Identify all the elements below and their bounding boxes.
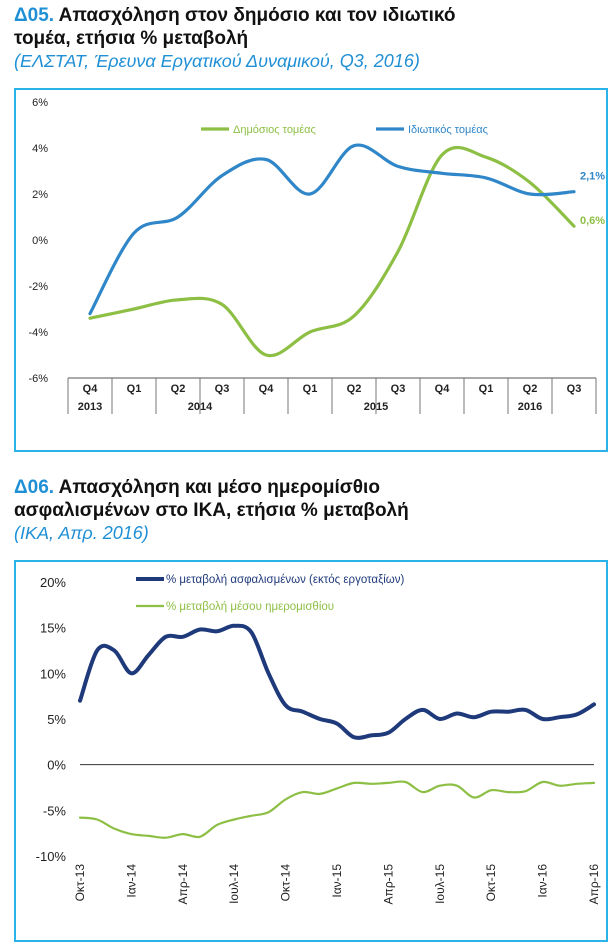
series-line-wage xyxy=(78,780,596,839)
d06-chart: 20% 15% 10% 5% 0% -5% -10% Οκτ-13 Ιαν-14 Απρ-14 Ιο… xyxy=(36,574,601,905)
x-tick-label: Οκτ-14 xyxy=(279,864,293,902)
end-label-private: 2,1% xyxy=(580,171,605,183)
d06-source: (ΙΚΑ, Απρ. 2016) xyxy=(14,523,149,543)
legend-insured-label: % μεταβολή ασφαλισμένων (εκτός εργοταξίω… xyxy=(166,574,405,586)
d06-title-line2: ασφαλισμένων στο ΙΚΑ, ετήσια % μεταβολή xyxy=(14,500,409,521)
d06-title: Δ06. Απασχόληση και μέσο ημερομίσθιο ασφ… xyxy=(14,476,604,522)
series-line-insured xyxy=(78,623,596,740)
y-tick-label: -5% xyxy=(43,803,67,818)
x-tick-label: Q4 xyxy=(435,383,451,395)
legend-wage-label: % μεταβολή μέσου ημερομισθίου xyxy=(166,601,334,613)
y-tick-label: 0% xyxy=(47,758,66,773)
y-tick-label: 4% xyxy=(32,143,48,155)
y-tick-label: 2% xyxy=(32,189,48,201)
x-tick-label: Q2 xyxy=(171,383,186,395)
d06-title-line1: Απασχόληση και μέσο ημερομίσθιο xyxy=(58,477,380,498)
x-tick-label: Απρ-14 xyxy=(176,864,190,905)
x-tick-label: Q4 xyxy=(83,383,99,395)
y-tick-label: 6% xyxy=(32,97,48,109)
d05-title-line2: τομέα, ετήσια % μεταβολή xyxy=(14,28,249,49)
series-line-public xyxy=(88,145,576,358)
d05-header: Δ05. Απασχόληση στον δημόσιο και τον ιδι… xyxy=(14,4,604,72)
x-tick-label: Ιαν-14 xyxy=(124,864,138,898)
x-tick-label: Ιουλ-15 xyxy=(433,864,447,904)
d05-title: Δ05. Απασχόληση στον δημόσιο και τον ιδι… xyxy=(14,4,604,50)
y-tick-label: -2% xyxy=(28,281,48,293)
end-label-public: 0,6% xyxy=(580,215,605,227)
x-tick-label: Q2 xyxy=(523,383,538,395)
x-tick-label: Ιουλ-14 xyxy=(227,864,241,904)
x-tick-label: Q1 xyxy=(303,383,318,395)
series-line-private xyxy=(88,143,576,316)
x-tick-label: Q3 xyxy=(391,383,406,395)
y-tick-label: 5% xyxy=(47,712,66,727)
x-tick-label: Q2 xyxy=(347,383,362,395)
x-tick-label: Απρ-16 xyxy=(587,864,601,905)
x-tick-label: Q1 xyxy=(127,383,142,395)
x-tick-label: Q3 xyxy=(567,383,582,395)
y-tick-label: -6% xyxy=(28,373,48,385)
x-tick-label: Οκτ-15 xyxy=(484,864,498,902)
d05-source: (ΕΛΣΤΑΤ, Έρευνα Εργατικού Δυναμικού, Q3,… xyxy=(14,51,420,71)
d05-code: Δ05. xyxy=(14,5,55,26)
y-tick-label: 20% xyxy=(40,575,66,590)
year-label: 2015 xyxy=(364,401,388,413)
y-tick-label: -10% xyxy=(36,849,67,864)
y-tick-label: 10% xyxy=(40,666,66,681)
x-tick-label: Ιαν-16 xyxy=(536,864,550,898)
d05-chart-box: 6% 4% 2% 0% -2% -4% -6% Q4 Q1 Q2 Q3 Q4 Q1 Q2 Q3 Q4 Q1 Q2 Q… xyxy=(14,88,608,452)
y-tick-label: -4% xyxy=(28,327,48,339)
x-tick-label: Ιαν-15 xyxy=(330,864,344,898)
d06-header: Δ06. Απασχόληση και μέσο ημερομίσθιο ασφ… xyxy=(14,476,604,544)
legend-public-label: Δημόσιος τομέας xyxy=(233,124,316,136)
d06-code: Δ06. xyxy=(14,477,55,498)
x-tick-label: Q1 xyxy=(479,383,494,395)
x-tick-label: Απρ-15 xyxy=(381,864,395,905)
d06-chart-box: 20% 15% 10% 5% 0% -5% -10% Οκτ-13 Ιαν-14 Απρ-14 Ιο… xyxy=(14,560,608,942)
d05-title-line1: Απασχόληση στον δημόσιο και τον ιδιωτικό xyxy=(58,5,456,26)
x-tick-label: Q3 xyxy=(215,383,230,395)
x-tick-label: Q4 xyxy=(259,383,275,395)
x-tick-label: Οκτ-13 xyxy=(73,864,87,902)
year-label: 2013 xyxy=(78,401,102,413)
year-label: 2016 xyxy=(518,401,542,413)
y-tick-label: 0% xyxy=(32,235,48,247)
y-tick-label: 15% xyxy=(40,621,66,636)
d05-chart: 6% 4% 2% 0% -2% -4% -6% Q4 Q1 Q2 Q3 Q4 Q1 Q2 Q3 Q4 Q1 Q2 Q… xyxy=(28,97,605,414)
legend-private-label: Ιδιωτικός τομέας xyxy=(408,124,488,136)
year-label: 2014 xyxy=(188,401,213,413)
